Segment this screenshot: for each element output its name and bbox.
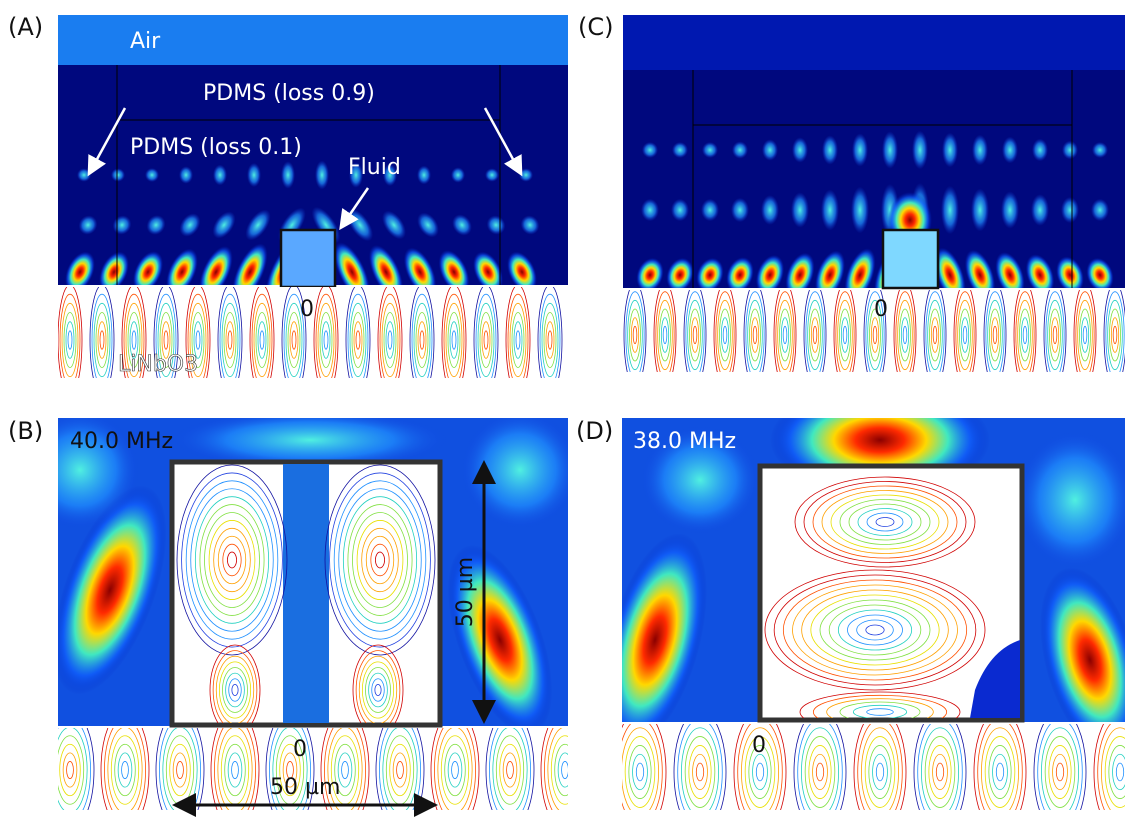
field-lobe — [179, 166, 193, 183]
field-lobe — [762, 139, 778, 160]
air-label: Air — [130, 29, 161, 54]
fluid-box — [281, 230, 335, 287]
field-lobe — [791, 192, 809, 227]
fluid-box — [883, 230, 938, 288]
panel-label: (A) — [8, 13, 43, 41]
origin-label: 0 — [300, 297, 314, 322]
field-lobe — [761, 195, 779, 225]
field-lobe — [671, 199, 689, 221]
field-lobe — [942, 133, 958, 168]
substrate-label: LiNbO3 — [118, 352, 198, 377]
height-label: 50 µm — [453, 557, 478, 627]
field-lobe — [822, 135, 838, 164]
field-lobe — [1002, 137, 1018, 164]
field-lobe — [281, 161, 295, 189]
field-lobe — [213, 165, 227, 186]
field-lobe — [941, 186, 959, 235]
field-lobe — [852, 133, 868, 166]
field-lobe — [247, 163, 261, 187]
field-lobe — [702, 142, 718, 158]
panel-label: (D) — [576, 417, 613, 445]
field-lobe — [519, 168, 533, 182]
frequency-label: 40.0 MHz — [70, 429, 173, 454]
panel-label: (C) — [578, 13, 613, 41]
frequency-label: 38.0 MHz — [633, 429, 736, 454]
field-lobe — [672, 142, 688, 158]
origin-label: 0 — [293, 737, 307, 762]
figure: (A) Air PDMS (loss 0.9) PDMS (loss 0.1) … — [0, 0, 1140, 820]
field-lobe — [1032, 139, 1048, 162]
panel-label: (B) — [8, 417, 43, 445]
field-lobe — [451, 167, 465, 182]
field-lobe — [642, 142, 658, 158]
field-lobe — [971, 189, 989, 232]
fluid-label: Fluid — [348, 155, 401, 180]
field-lobe — [701, 199, 719, 221]
field-lobe — [1031, 194, 1049, 226]
field-lobe — [1001, 191, 1019, 228]
field-lobe — [1062, 141, 1078, 160]
field-lobe — [851, 187, 869, 234]
field-lobe — [145, 168, 159, 182]
pdms-outer-label: PDMS (loss 0.9) — [203, 81, 375, 106]
field-lobe — [1091, 199, 1109, 221]
field-lobe — [882, 131, 898, 168]
field-lobe — [732, 141, 748, 158]
field-lobe — [912, 131, 928, 170]
air-layer — [623, 15, 1125, 70]
field-lobe — [641, 199, 659, 221]
field-lobe — [485, 168, 499, 182]
field-lobe — [731, 198, 749, 222]
width-label: 50 µm — [270, 775, 340, 800]
field-lobe — [77, 168, 91, 182]
field-lobe — [1015, 430, 1135, 570]
origin-label: 0 — [874, 297, 888, 322]
field-lobe — [315, 161, 329, 190]
origin-label: 0 — [752, 733, 766, 758]
field-lobe — [460, 410, 580, 530]
field-lobe — [792, 137, 808, 162]
pdms-inner-label: PDMS (loss 0.1) — [130, 135, 302, 160]
field-lobe — [1092, 142, 1108, 158]
field-lobe — [972, 135, 988, 166]
field-lobe — [417, 166, 431, 185]
field-lobe — [1061, 197, 1079, 223]
field-lobe — [111, 168, 125, 182]
fluid-jet — [283, 464, 329, 723]
field-lobe — [821, 189, 839, 230]
